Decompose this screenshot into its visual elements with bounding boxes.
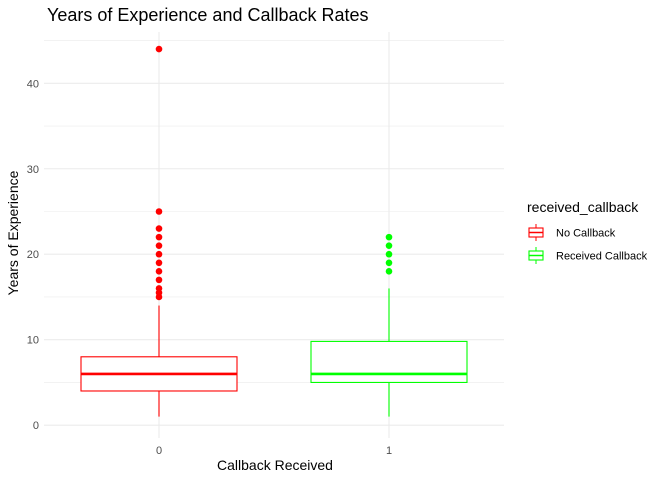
legend-key-0: No Callback: [528, 224, 616, 241]
outlier-point: [385, 259, 393, 267]
legend-key-1: Received Callback: [528, 247, 648, 264]
x-axis-label: Callback Received: [217, 457, 333, 473]
outlier-point: [155, 233, 163, 241]
outlier-point: [385, 268, 393, 275]
box: [310, 340, 468, 383]
outlier-point: [155, 276, 163, 284]
chart-title: Years of Experience and Callback Rates: [47, 5, 369, 25]
grid: [44, 32, 504, 438]
legend-label: Received Callback: [556, 251, 648, 263]
x-tick-label: 0: [156, 445, 162, 457]
outlier-point: [385, 250, 393, 258]
y-tick-label: 40: [27, 78, 39, 90]
y-tick-label: 10: [27, 335, 39, 347]
outlier-point: [155, 225, 163, 232]
outlier-point: [155, 250, 163, 258]
y-tick-label: 20: [27, 249, 39, 261]
legend-title: received_callback: [527, 199, 639, 215]
outlier-point: [385, 242, 393, 249]
outlier-point: [155, 268, 163, 275]
boxplots: [80, 45, 468, 417]
x-tick-label: 1: [386, 445, 392, 457]
boxplot-1: [310, 233, 468, 417]
outlier-point: [155, 259, 163, 267]
legend-label: No Callback: [556, 228, 616, 240]
y-tick-label: 30: [27, 164, 39, 176]
boxplot-0: [80, 45, 238, 417]
outlier-point: [155, 242, 163, 249]
outlier-point: [155, 45, 163, 53]
y-axis-label: Years of Experience: [5, 170, 21, 295]
y-tick-label: 0: [33, 420, 39, 432]
legend: received_callback No Callback Received Ca…: [527, 199, 648, 264]
outlier-point: [155, 285, 163, 292]
outlier-point: [385, 233, 393, 241]
outlier-point: [155, 208, 163, 215]
y-tick-labels: 0 10 20 30 40: [27, 78, 39, 432]
